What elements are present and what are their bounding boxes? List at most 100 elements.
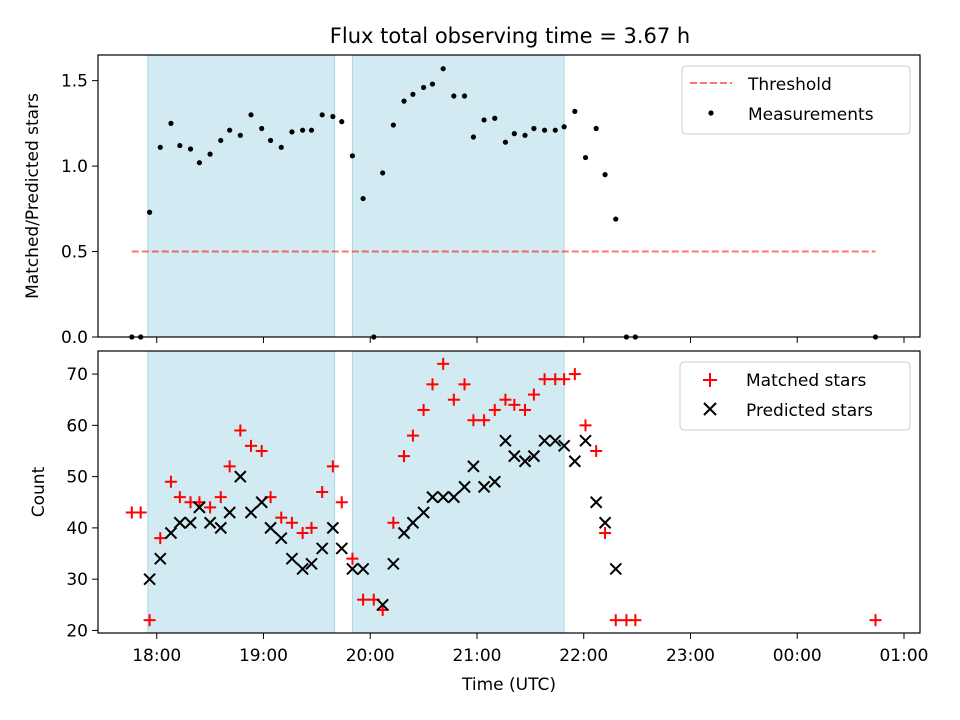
measurement-point [593,125,599,132]
matched-star-marker [508,398,521,411]
predicted-star-marker [214,521,227,535]
y-tick-label: 0.0 [61,328,88,348]
matched-star-marker [296,527,309,540]
predicted-star-marker [335,542,348,555]
matched-star-marker [316,486,329,498]
matched-star-marker [346,552,359,565]
y-tick-label: 50 [66,468,88,488]
y-tick-label: 0.5 [61,243,88,263]
y-tick-label: 1.0 [61,157,88,177]
matched-star-marker [245,439,258,452]
predicted-star-marker [275,531,288,545]
matched-star-marker [134,506,147,519]
predicted-star-marker [458,480,471,494]
measurement-point [218,137,224,144]
predicted-star-marker [285,552,299,565]
measurement-point [300,127,306,133]
matched-star-marker [305,521,318,534]
y-tick-label: 20 [66,621,88,641]
ratio-legend-box [681,65,911,135]
measurement-point [602,172,608,178]
measurement-point [420,84,427,91]
measurement-point [319,112,325,118]
predicted-star-marker [538,434,551,447]
y-tick-label: 1.5 [61,72,88,92]
measurement-point [146,209,153,215]
predicted-star-marker [305,557,318,570]
matched-star-marker [398,450,411,463]
predicted-star-marker [499,434,512,447]
predicted-star-marker [549,434,562,447]
matched-star-marker [629,614,642,627]
measurement-point [278,144,284,150]
predicted-star-marker [193,501,206,514]
shaded-interval-1 [147,54,336,338]
x-tick-label: 18:00 [132,646,181,666]
matched-star-marker [406,429,419,442]
matched-star-marker [143,614,156,627]
measurement-point [207,151,213,157]
matched-star-marker [488,403,501,416]
matched-star-marker [357,593,370,606]
measurement-point [330,113,336,120]
matched-star-marker [164,475,177,488]
measurement-point [339,119,345,125]
matched-star-marker [499,393,512,406]
predicted-star-marker [447,490,461,504]
matched-star-marker [426,378,439,391]
predicted-star-marker [376,598,389,612]
measurement-point [481,117,487,123]
chart-title: Flux total observing time = 3.67 h [330,24,690,48]
count-y-axis-label: Count [29,466,49,517]
predicted-star-marker [203,516,217,529]
count-legend-box [679,361,911,431]
ratio-y-axis-label: Matched/Predicted stars [23,93,43,299]
predicted-star-marker [173,516,187,529]
measurement-point [196,160,203,166]
matched-star-marker [467,414,480,427]
matched-star-marker [447,393,460,406]
predicted-star-marker [417,506,430,519]
matched-star-marker [154,532,167,545]
measurement-point [360,195,366,202]
measurement-point [187,146,194,152]
matched-star-marker [579,419,592,432]
measurement-point [522,132,528,138]
y-tick-label: 60 [66,416,88,436]
measurement-point [511,131,517,137]
measurement-point [177,142,183,149]
predicted-star-marker [488,475,501,488]
predicted-star-marker [326,521,340,535]
matched-star-marker [234,424,247,437]
measurement-point [349,153,356,159]
predicted-star-marker [508,449,521,463]
count-x-axis-label: Time (UTC) [461,675,556,695]
measurement-point [410,91,416,97]
matched-star-marker [437,357,450,370]
predicted-star-marker [477,480,491,494]
count-legend: Matched stars Predicted stars [679,361,911,431]
measurement-point [492,115,498,121]
predicted-star-marker [397,526,411,540]
predicted-star-marker [579,434,592,447]
threshold-legend-label: Threshold [747,75,832,95]
predicted-star-marker [264,521,277,535]
predicted-star-marker [527,449,541,463]
measurement-point [267,137,274,144]
matched-star-marker [204,501,217,514]
predicted-star-marker [154,552,167,565]
measurement-point [429,81,436,87]
y-tick-label: 70 [66,365,88,385]
shaded-interval-2 [351,54,565,338]
matched-star-marker [519,403,532,416]
measurement-point [380,170,386,176]
measurement-point [237,132,243,138]
predicted-star-marker [568,455,582,468]
predicted-star-marker [244,506,258,519]
measurement-point [561,124,567,130]
predicted-star-marker [436,490,450,504]
predicted-star-marker [223,506,236,519]
count-panel-frame [97,350,921,634]
measurement-point [227,127,233,133]
ratio-panel-frame [97,54,921,338]
